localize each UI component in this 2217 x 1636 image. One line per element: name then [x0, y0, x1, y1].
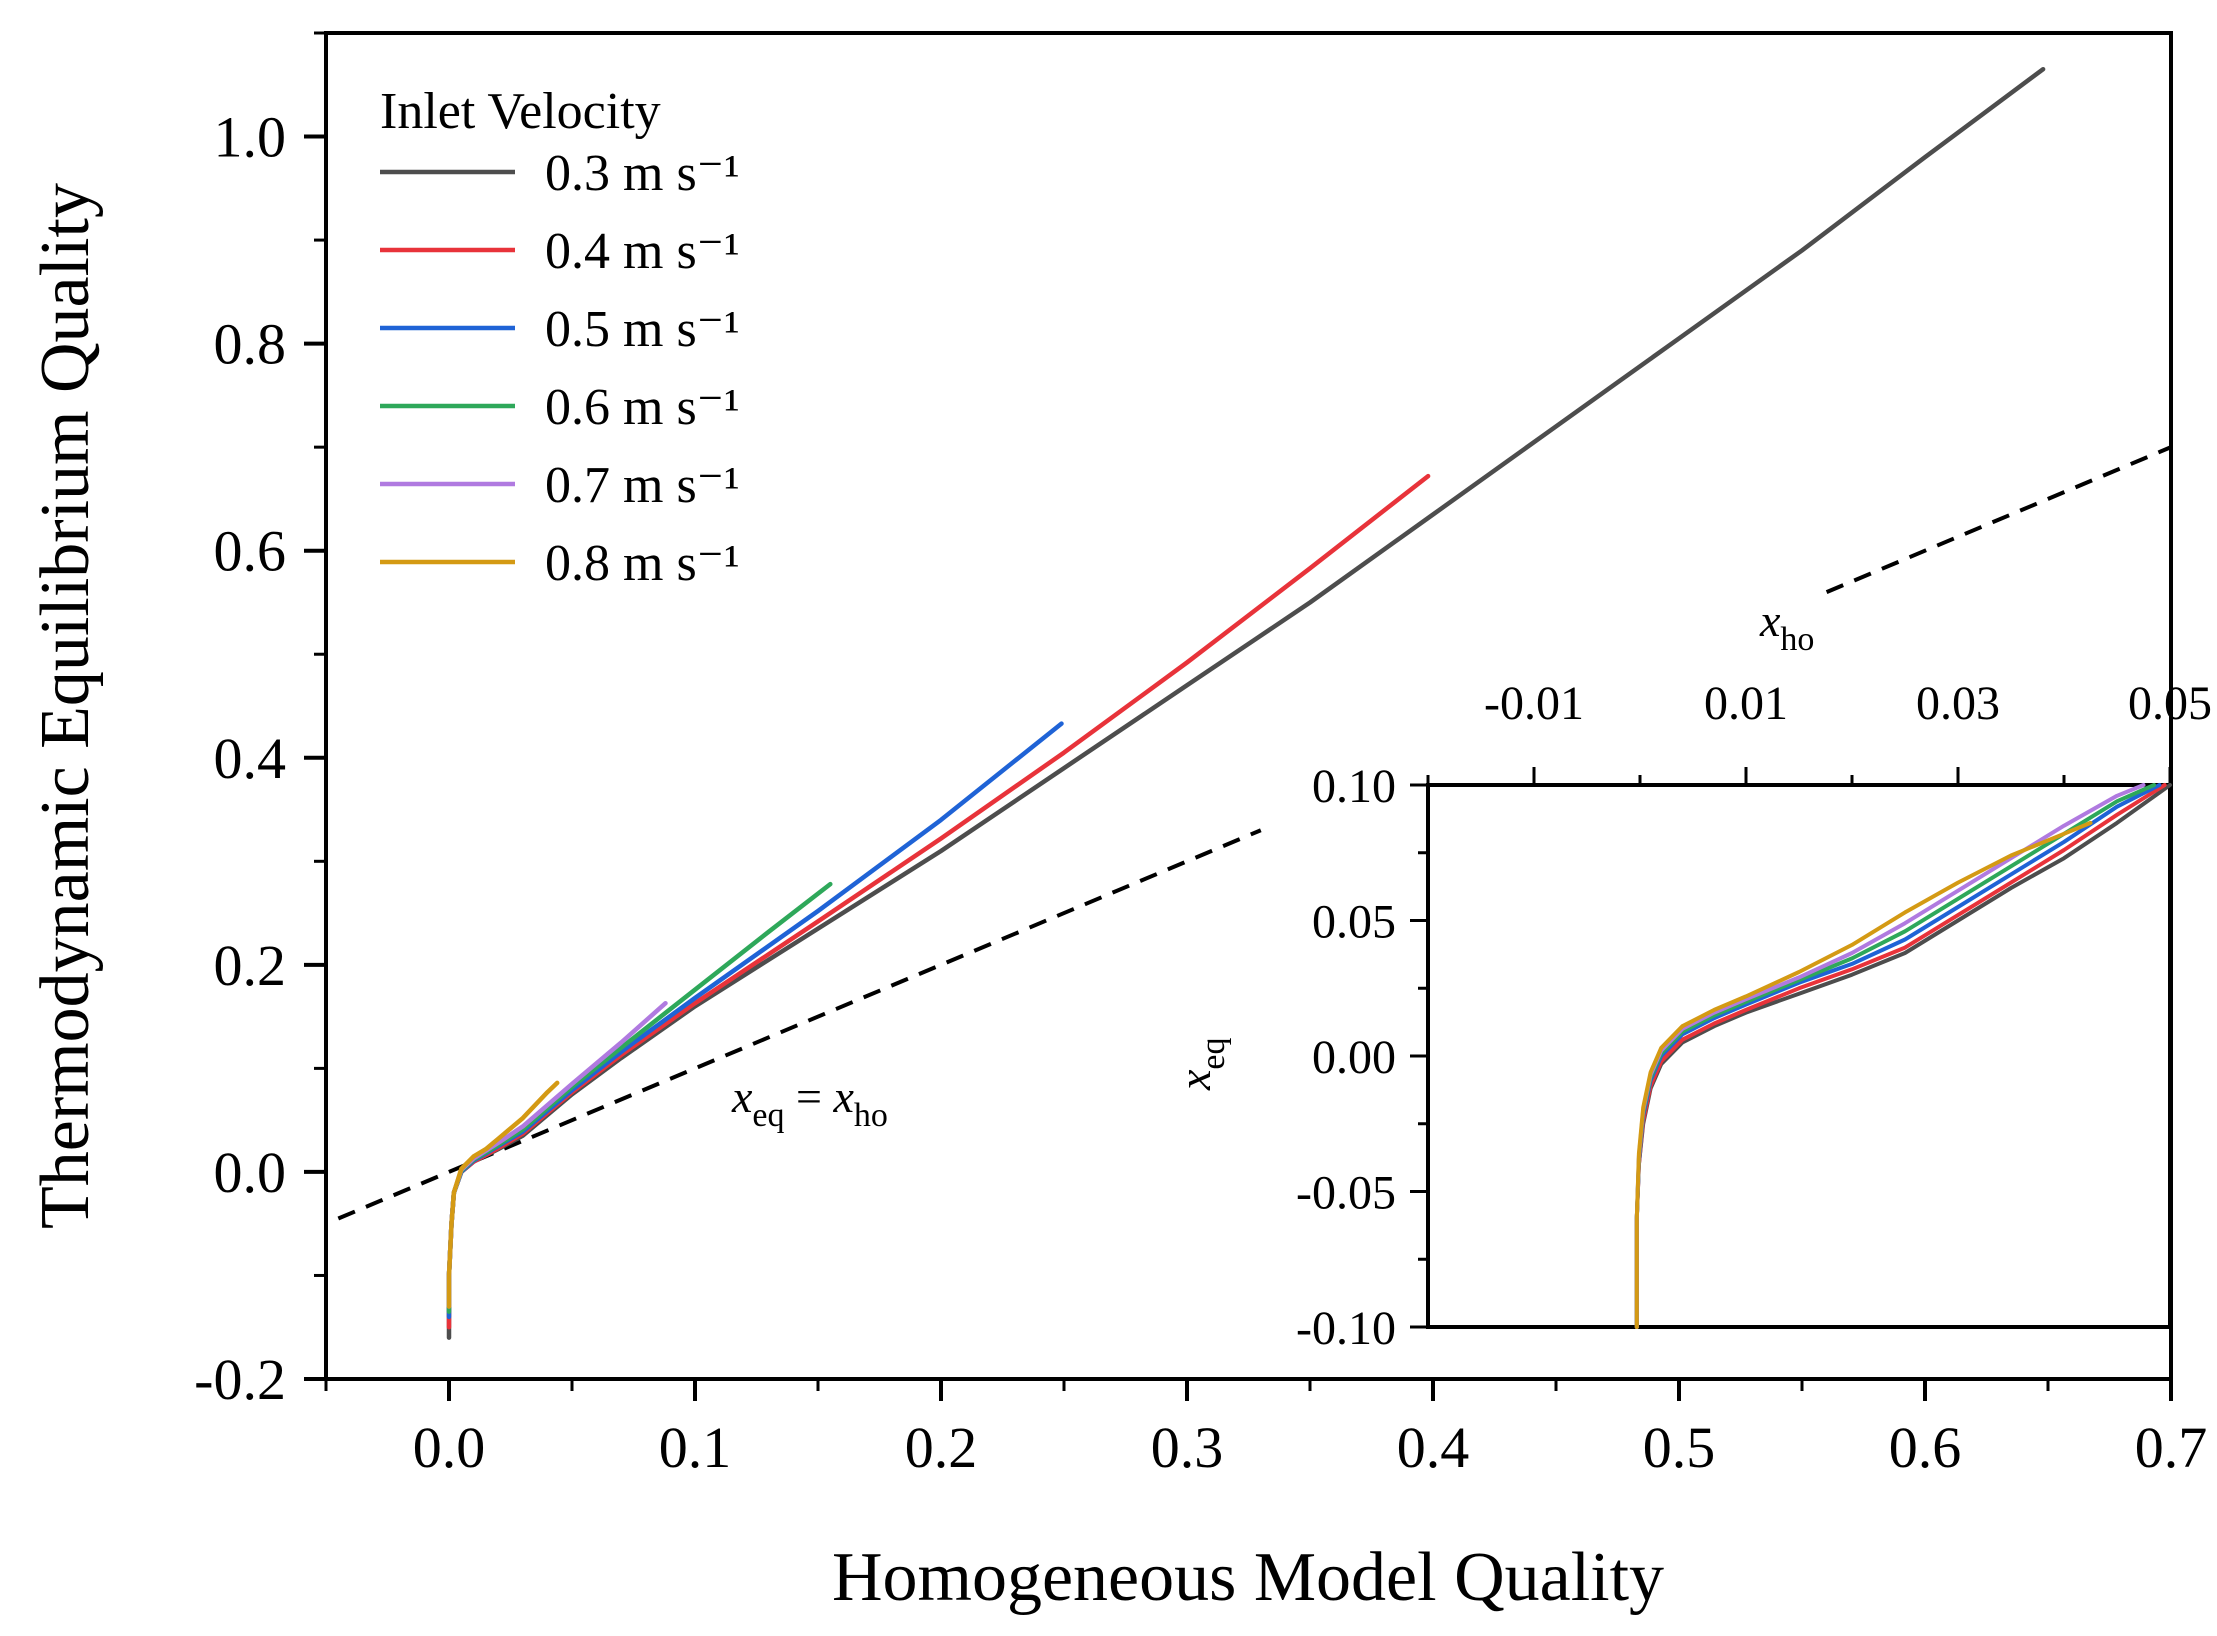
x-tick-label: 0.3 [1151, 1415, 1224, 1480]
y-tick-label: 1.0 [214, 105, 287, 170]
x-tick-label: 0.6 [1889, 1415, 1962, 1480]
x-tick-label: 0.4 [1397, 1415, 1470, 1480]
legend-label-1: 0.4 m s⁻¹ [545, 223, 740, 280]
inset-y-tick-label: 0.05 [1312, 896, 1396, 949]
inset-y-axis-title: xeq [1169, 1037, 1232, 1091]
legend-label-0: 0.3 m s⁻¹ [545, 145, 740, 202]
legend-label-3: 0.6 m s⁻¹ [545, 379, 740, 436]
inset-y-tick-label: -0.10 [1296, 1302, 1396, 1355]
series-line-5 [446, 1080, 560, 1309]
inset-x-axis: -0.01 0.01 0.03 0.05 [1426, 677, 2212, 785]
inset-x-tick-label: 0.01 [1704, 677, 1788, 730]
y-tick-label: -0.2 [194, 1347, 286, 1412]
inset-x-tick-label: 0.03 [1916, 677, 2000, 730]
x-tick-label: 0.0 [413, 1415, 486, 1480]
legend-label-5: 0.8 m s⁻¹ [545, 535, 740, 592]
series-line-2 [446, 721, 1064, 1320]
reference-line-label: xeq = xho [731, 1071, 888, 1134]
inset-y-tick-label: -0.05 [1296, 1167, 1396, 1220]
inset-series-group [1634, 783, 2172, 1329]
main-x-axis: 0.0 0.1 0.2 0.3 0.4 0.5 0.6 0.7 [324, 1379, 2208, 1480]
legend: Inlet Velocity 0.3 m s⁻¹ 0.4 m s⁻¹ 0.5 m s… [380, 83, 740, 592]
y-tick-label: 0.2 [214, 933, 287, 998]
inset-series-line-5 [1634, 820, 2093, 1329]
legend-label-2: 0.5 m s⁻¹ [545, 301, 740, 358]
main-plot-frame [324, 31, 2173, 1381]
inset-y-tick-label: 0.10 [1312, 760, 1396, 813]
y-tick-label: 0.0 [214, 1140, 287, 1205]
series-line-1 [446, 473, 1431, 1330]
x-tick-label: 0.5 [1643, 1415, 1716, 1480]
y-tick-label: 0.4 [214, 726, 287, 791]
legend-title: Inlet Velocity [380, 83, 661, 140]
inset-x-axis-title: xho [1759, 595, 1814, 658]
x-tick-label: 0.7 [2135, 1415, 2208, 1480]
inset-background [1428, 785, 2170, 1327]
y-axis-title: Thermodynamic Equilibrium Quality [27, 183, 104, 1229]
inset-y-axis: -0.10 -0.05 0.00 0.05 0.10 [1296, 760, 1428, 1355]
x-tick-label: 0.1 [659, 1415, 732, 1480]
inset-x-tick-label: -0.01 [1484, 677, 1584, 730]
inset-x-tick-label: 0.05 [2128, 677, 2212, 730]
inset-y-tick-label: 0.00 [1312, 1031, 1396, 1084]
reference-line-segment [1825, 445, 2172, 594]
x-tick-label: 0.2 [905, 1415, 978, 1480]
x-axis-title: Homogeneous Model Quality [832, 1539, 1664, 1616]
y-tick-label: 0.6 [214, 519, 287, 584]
y-tick-label: 0.8 [214, 312, 287, 377]
main-y-axis: -0.2 0.0 0.2 0.4 0.6 0.8 1.0 [194, 31, 326, 1412]
main-plot: 0.0 0.1 0.2 0.3 0.4 0.5 0.6 0.7 -0.20.00.20.40.… [194, 31, 2208, 1480]
legend-label-4: 0.7 m s⁻¹ [545, 457, 740, 514]
main-series-group [446, 66, 2046, 1340]
inset-plot: -0.01 0.01 0.03 0.05 -0.10 -0.05 0.00 0.05 0.10… [1169, 595, 2212, 1355]
